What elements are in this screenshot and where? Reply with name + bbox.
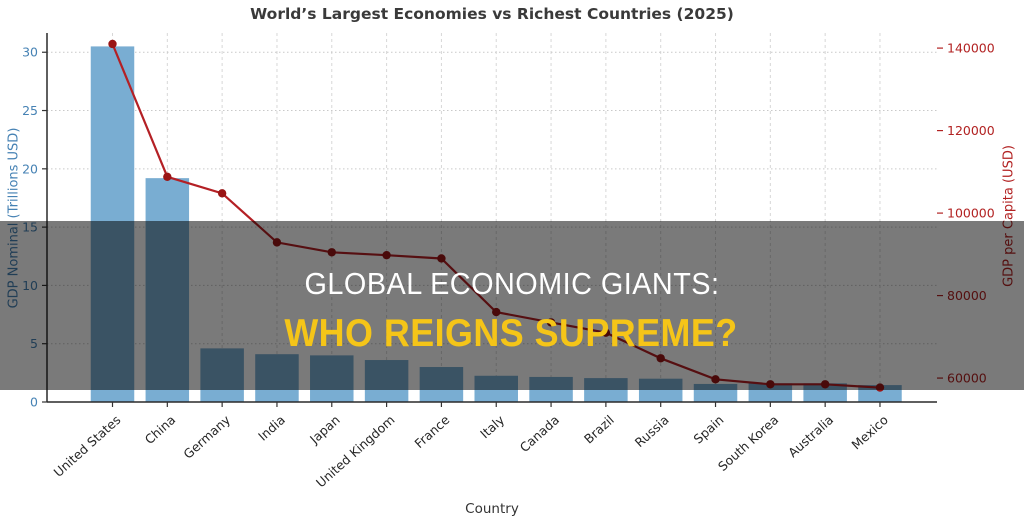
left-tick-label-0: 0 bbox=[30, 395, 38, 410]
banner-overlay bbox=[0, 221, 1024, 390]
x-label-canada: Canada bbox=[517, 412, 562, 455]
x-label-france: France bbox=[411, 412, 452, 451]
x-label-united-states: United States bbox=[51, 412, 124, 480]
right-tick-label-100000: 100000 bbox=[947, 206, 995, 221]
chart-title: World’s Largest Economies vs Richest Cou… bbox=[250, 5, 734, 23]
banner-subheadline: WHO REIGNS SUPREME? bbox=[284, 312, 738, 355]
x-label-russia: Russia bbox=[632, 412, 672, 450]
banner-headline: GLOBAL ECONOMIC GIANTS: bbox=[304, 266, 720, 301]
x-label-south-korea: South Korea bbox=[715, 412, 781, 474]
line-marker-germany bbox=[217, 189, 227, 198]
x-label-japan: Japan bbox=[306, 412, 343, 447]
left-tick-label-25: 25 bbox=[22, 103, 38, 118]
line-marker-china bbox=[163, 172, 172, 181]
right-tick-label-140000: 140000 bbox=[947, 41, 995, 56]
right-tick-label-120000: 120000 bbox=[947, 123, 995, 138]
x-label-india: India bbox=[255, 412, 288, 444]
x-label-brazil: Brazil bbox=[581, 412, 617, 446]
x-label-germany: Germany bbox=[180, 412, 233, 462]
x-label-spain: Spain bbox=[691, 412, 727, 447]
x-label-australia: Australia bbox=[785, 412, 836, 460]
x-label-mexico: Mexico bbox=[849, 412, 891, 452]
x-axis-title: Country bbox=[465, 501, 519, 517]
left-tick-label-20: 20 bbox=[22, 161, 38, 176]
line-marker-united-states bbox=[108, 39, 117, 49]
x-label-italy: Italy bbox=[477, 412, 508, 442]
x-label-china: China bbox=[142, 412, 179, 447]
left-tick-label-30: 30 bbox=[22, 45, 38, 60]
